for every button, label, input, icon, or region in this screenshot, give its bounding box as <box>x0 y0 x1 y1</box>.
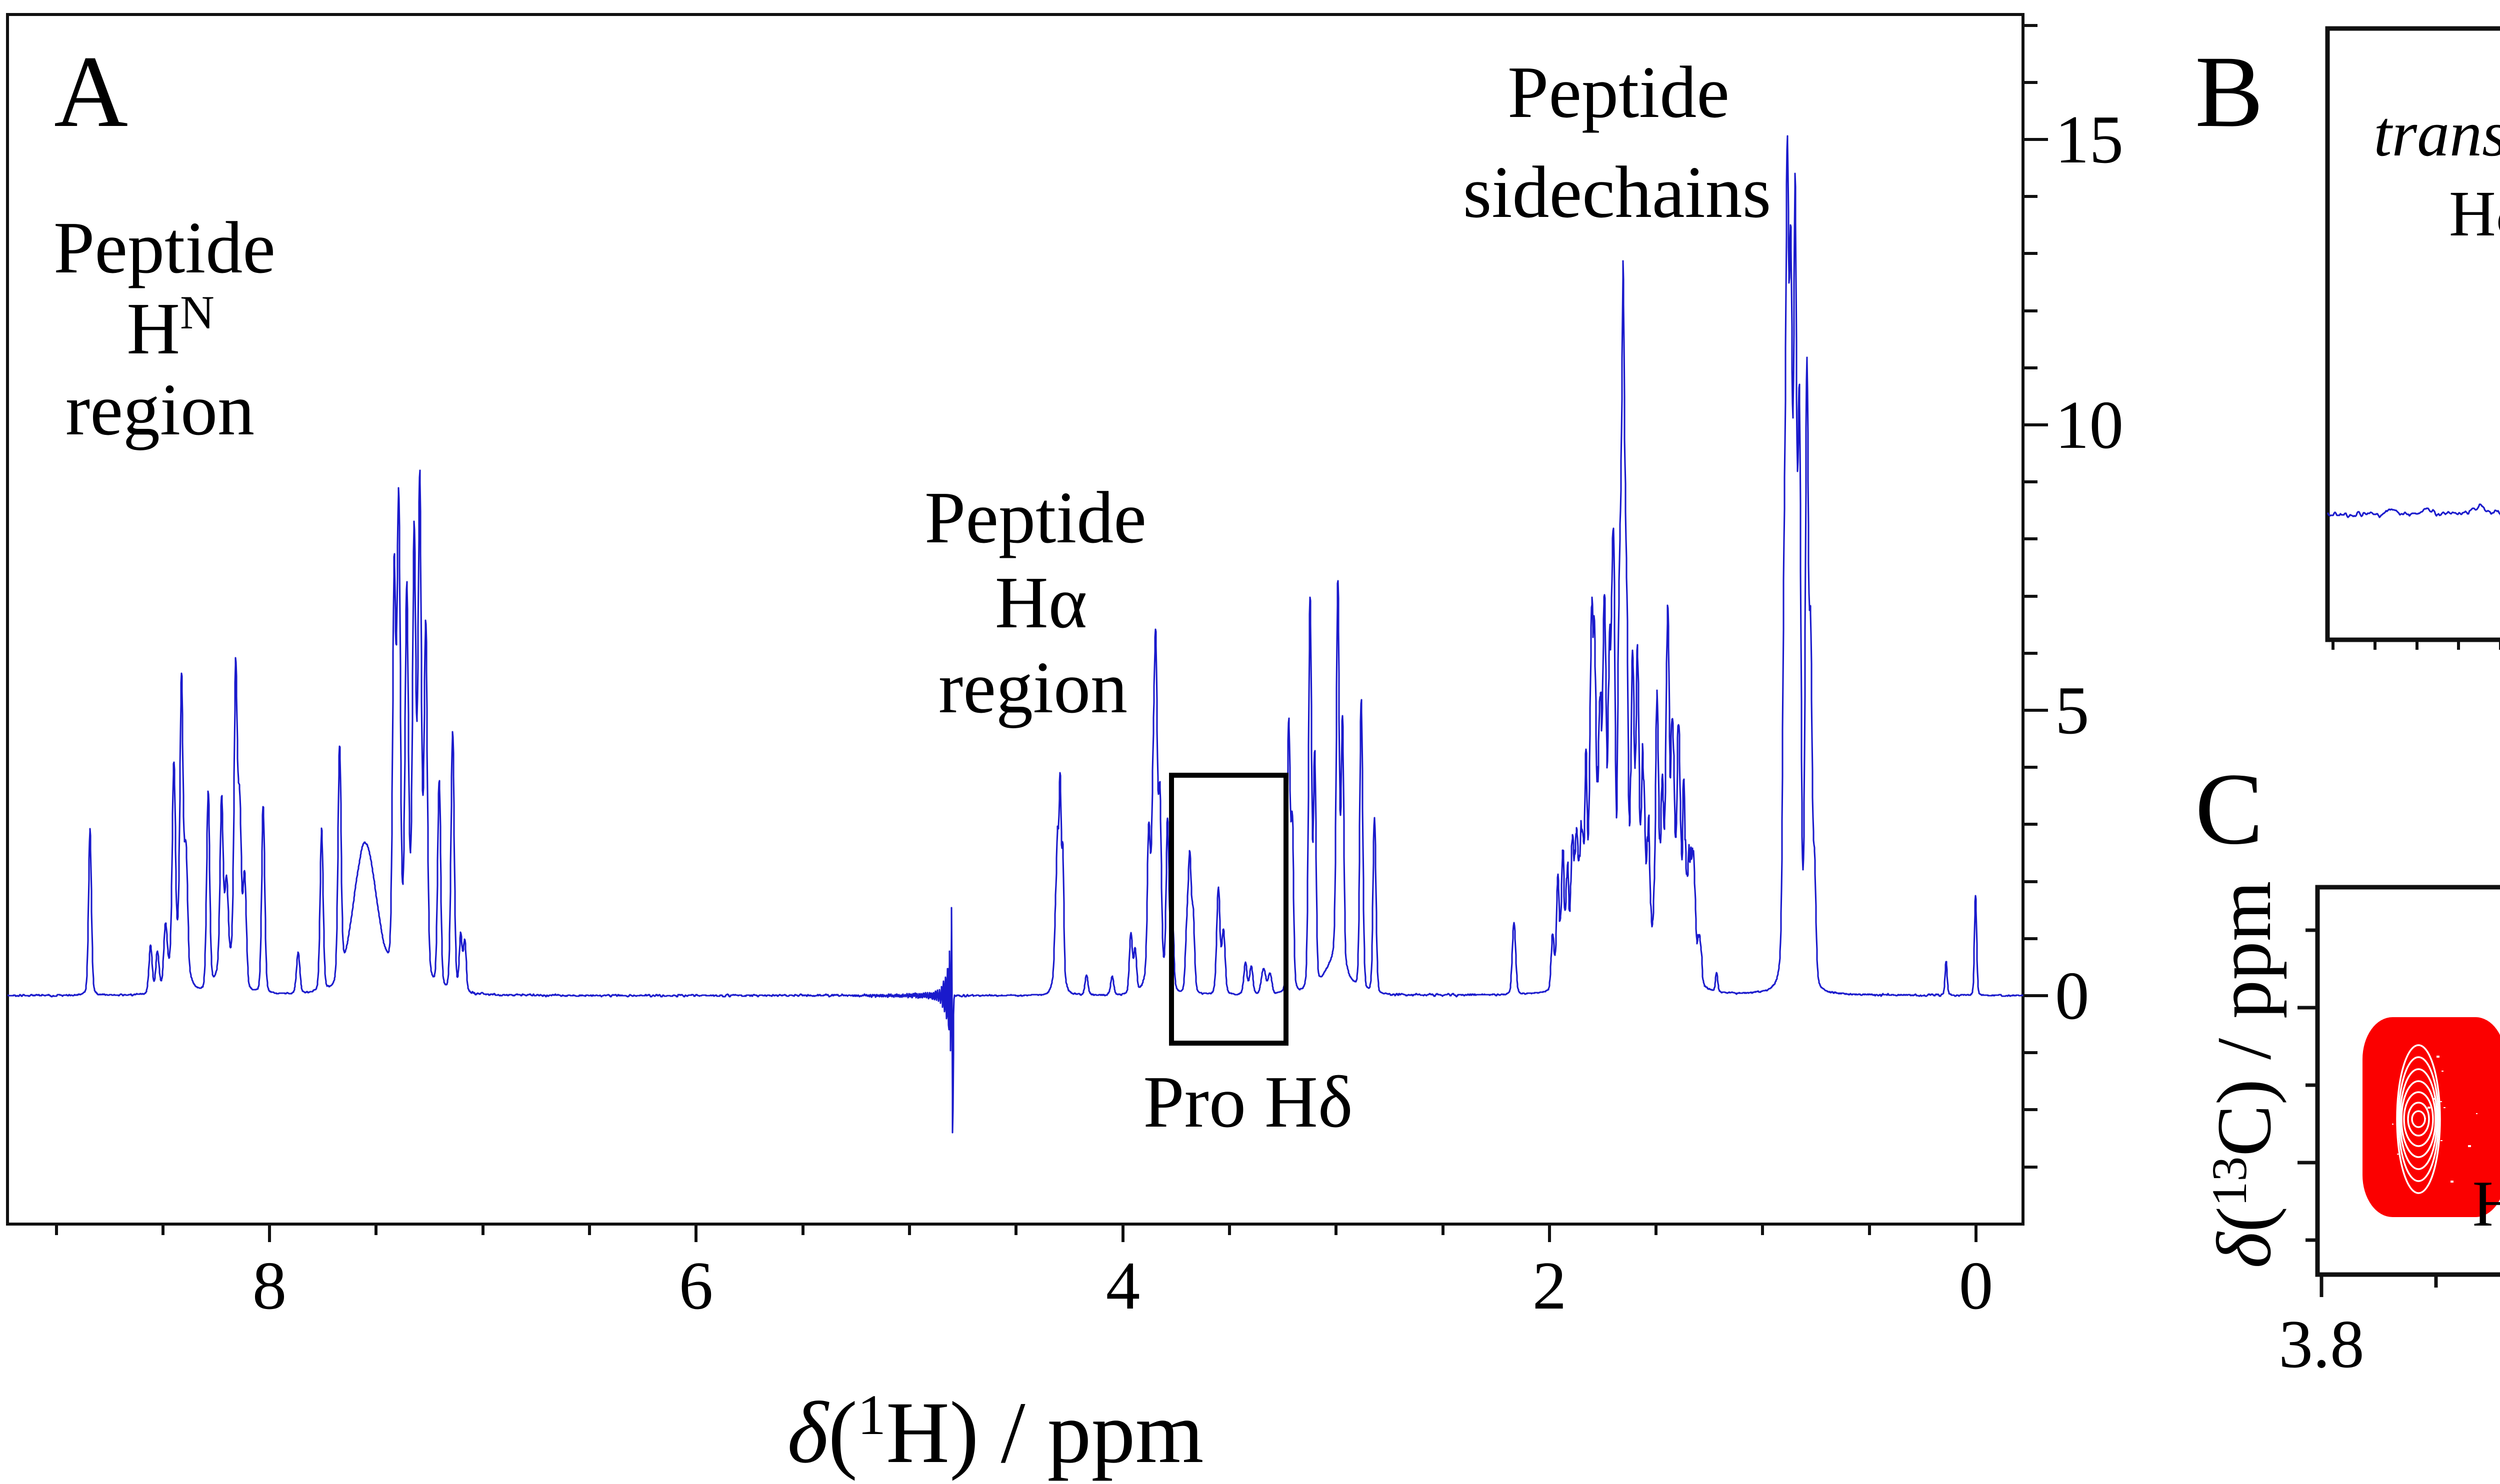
svg-text:Hδ2: Hδ2 <box>2449 178 2500 250</box>
svg-text:4: 4 <box>1106 1248 1140 1324</box>
svg-text:C: C <box>2195 752 2264 866</box>
svg-text:trans-Pro: trans-Pro <box>2499 939 2500 1012</box>
svg-text:δ(1H) / ppm: δ(1H) / ppm <box>788 1383 1204 1482</box>
svg-text:0: 0 <box>1959 1248 1994 1324</box>
svg-text:2: 2 <box>1532 1248 1567 1324</box>
svg-text:0: 0 <box>2055 958 2090 1034</box>
svg-text:10: 10 <box>2055 387 2124 463</box>
svg-text:6: 6 <box>679 1248 714 1324</box>
svg-text:Peptide: Peptide <box>54 207 276 289</box>
svg-text:5: 5 <box>2055 672 2090 748</box>
svg-text:Peptide: Peptide <box>924 477 1146 559</box>
svg-text:Hα: Hα <box>995 562 1087 644</box>
svg-text:Pro Hδ: Pro Hδ <box>1143 1061 1352 1143</box>
svg-text:trans-Pro: trans-Pro <box>2374 98 2500 170</box>
svg-text:B: B <box>2195 35 2264 148</box>
svg-text:Peptide: Peptide <box>1508 51 1730 133</box>
svg-text:region: region <box>938 647 1128 729</box>
svg-text:8: 8 <box>252 1248 287 1324</box>
svg-text:region: region <box>66 369 254 451</box>
svg-text:δ(13C) / ppm: δ(13C) / ppm <box>2201 881 2287 1269</box>
svg-text:Hδ2-Cδ: Hδ2-Cδ <box>2472 1168 2500 1240</box>
svg-text:15: 15 <box>2055 101 2124 177</box>
svg-text:sidechains: sidechains <box>1463 151 1772 233</box>
svg-text:A: A <box>54 35 128 148</box>
svg-text:3.8: 3.8 <box>2278 1306 2364 1382</box>
